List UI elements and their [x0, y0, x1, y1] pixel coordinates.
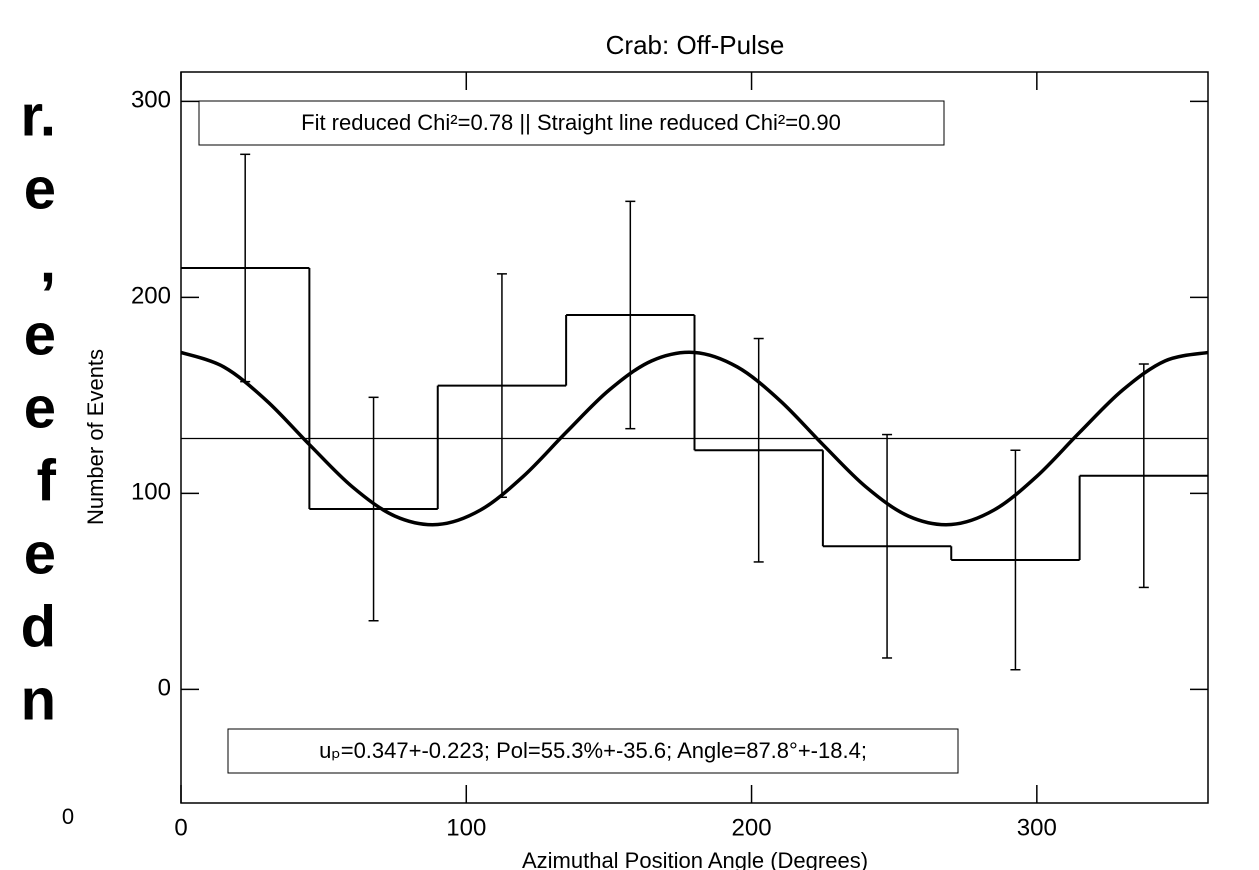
side-text: e	[24, 156, 56, 221]
corner-text: 0	[62, 804, 74, 829]
annotation: Fit reduced Chi²=0.78 || Straight line r…	[301, 110, 841, 135]
x-tick-label: 100	[446, 814, 486, 841]
fit-line	[180, 350, 1209, 527]
y-tick-label: 100	[131, 479, 171, 506]
annotation: uₚ=0.347+-0.223; Pol=55.3%+-35.6; Angle=…	[319, 738, 867, 763]
y-tick-label: 300	[131, 87, 171, 114]
side-text: e	[24, 375, 56, 440]
side-text: ,	[40, 229, 56, 294]
y-tick-label: 0	[158, 675, 171, 702]
plot-frame	[180, 71, 1209, 804]
x-tick-label: 200	[732, 814, 772, 841]
annotation-box	[227, 728, 959, 774]
x-tick-label: 300	[1017, 814, 1057, 841]
side-text: n	[21, 667, 56, 732]
chart-title: Crab: Off-Pulse	[606, 30, 785, 60]
side-text: d	[21, 594, 56, 659]
side-text: e	[24, 302, 56, 367]
x-axis-label: Azimuthal Position Angle (Degrees)	[522, 848, 868, 870]
side-text: r.	[21, 83, 57, 148]
x-tick-label: 0	[174, 814, 187, 841]
y-axis-label: Number of Events	[83, 349, 108, 525]
side-text: e	[24, 521, 56, 586]
annotation-box	[198, 100, 945, 146]
y-tick-label: 200	[131, 283, 171, 310]
side-text: f	[37, 448, 57, 513]
